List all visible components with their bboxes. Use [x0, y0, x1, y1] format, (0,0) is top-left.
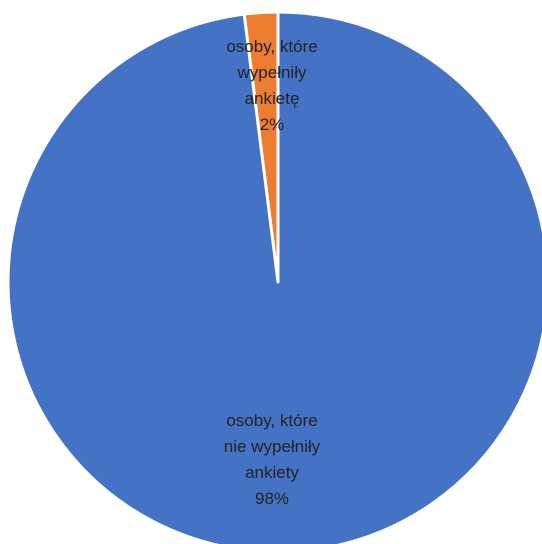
pie-slice-category-label: ankiety [245, 463, 299, 482]
pie-slice-category-label: nie wypełniły [224, 437, 321, 456]
pie-slice-label-1: osoby, które wypełniły ankietę 2% [226, 37, 317, 134]
pie-slice-category-label: osoby, które [226, 37, 317, 56]
pie-slice-2 [6, 10, 542, 544]
pie-slice-value-label: 2% [260, 115, 285, 134]
pie-slices [6, 10, 542, 544]
pie-slice-category-label: wypełniły [237, 63, 307, 82]
pie-labels: osoby, które wypełniły ankietę 2%osoby, któ… [224, 37, 321, 508]
pie-slice-category-label: ankietę [245, 89, 300, 108]
pie-slice-label-2: osoby, które nie wypełniły ankiety 98% [224, 411, 321, 508]
pie-slice-category-label: osoby, które [226, 411, 317, 430]
pie-slice-value-label: 98% [255, 489, 289, 508]
